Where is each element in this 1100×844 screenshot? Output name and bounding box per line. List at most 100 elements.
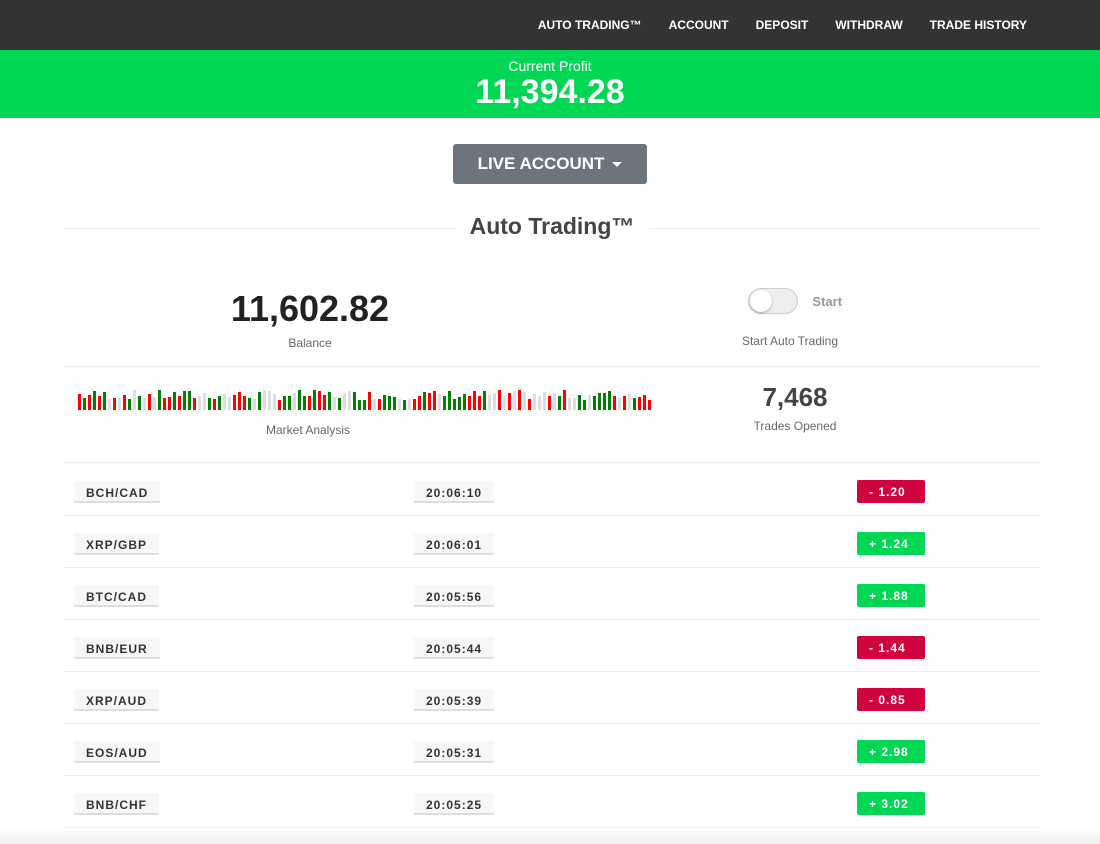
market-bar <box>203 393 206 410</box>
profit-banner: Current Profit 11,394.28 <box>0 50 1100 118</box>
market-bar <box>298 390 301 410</box>
market-bar <box>138 396 141 410</box>
market-bar <box>643 395 646 410</box>
market-analysis-bars <box>78 388 651 410</box>
market-bar <box>398 399 401 410</box>
market-bar <box>633 398 636 410</box>
market-bar <box>503 396 506 410</box>
market-bar <box>238 392 241 410</box>
market-bar <box>588 395 591 410</box>
market-bar <box>603 393 606 410</box>
market-bar <box>508 393 511 410</box>
market-bar <box>143 398 146 410</box>
market-bar <box>478 396 481 410</box>
market-bar <box>243 396 246 410</box>
nav-account[interactable]: ACCOUNT <box>668 18 729 32</box>
time-badge: 20:05:44 <box>414 637 495 659</box>
table-row: BNB/EUR 20:05:44 - 1.44 <box>64 620 1040 672</box>
time-badge: 20:05:39 <box>414 689 495 711</box>
time-badge: 20:06:01 <box>414 533 495 555</box>
market-bar <box>513 391 516 410</box>
market-bar <box>418 396 421 410</box>
market-bar <box>303 396 306 410</box>
market-bar <box>568 398 571 410</box>
toggle-caption: Start Auto Trading <box>741 334 839 348</box>
market-bar <box>293 393 296 410</box>
market-bar <box>218 396 221 410</box>
caret-down-icon <box>612 162 623 168</box>
market-bar <box>308 396 311 410</box>
market-bar <box>248 398 251 410</box>
market-bar <box>623 396 626 410</box>
market-bar <box>118 398 121 410</box>
trades-block: 7,468 Trades Opened <box>700 382 890 433</box>
market-bar <box>628 394 631 410</box>
balance-label: Balance <box>288 336 332 350</box>
auto-trading-toggle[interactable] <box>747 288 798 314</box>
market-bar <box>178 396 181 410</box>
market-bar <box>228 397 231 410</box>
market-bar <box>283 396 286 410</box>
trades-value: 7,468 <box>762 382 828 412</box>
market-bar <box>538 396 541 410</box>
market-bar <box>318 391 321 410</box>
account-dropdown-button[interactable]: LIVE ACCOUNT <box>453 144 647 184</box>
market-bar <box>493 393 496 410</box>
market-bar <box>483 391 486 410</box>
nav-trade-history[interactable]: TRADE HISTORY <box>929 18 1027 32</box>
pair-badge: BTC/CAD <box>74 585 159 607</box>
market-bar <box>153 397 156 410</box>
market-bar <box>413 399 416 410</box>
nav-deposit[interactable]: DEPOSIT <box>755 18 809 32</box>
market-bar <box>553 393 556 410</box>
change-badge: + 1.24 <box>857 532 925 555</box>
market-bar <box>258 392 261 410</box>
market-bar <box>518 390 521 410</box>
market-bar <box>93 391 96 410</box>
market-bar <box>618 398 621 410</box>
market-bar <box>273 394 276 410</box>
time-badge: 20:05:25 <box>414 793 495 815</box>
market-bar <box>168 397 171 410</box>
top-nav: AUTO TRADING™ ACCOUNT DEPOSIT WITHDRAW T… <box>0 0 1100 50</box>
table-row: EOS/AUD 20:05:31 + 2.98 <box>64 724 1040 776</box>
market-bar <box>583 400 586 410</box>
market-bar <box>188 391 191 410</box>
toggle-block: Start Start Auto Trading <box>700 288 890 348</box>
pair-badge: XRP/AUD <box>74 689 160 711</box>
market-analysis-label: Market Analysis <box>265 423 351 437</box>
market-bar <box>563 390 566 410</box>
market-bar <box>548 396 551 410</box>
market-bar <box>433 391 436 410</box>
market-bar <box>343 393 346 410</box>
pair-badge: BNB/CHF <box>74 793 159 815</box>
pair-badge: EOS/AUD <box>74 741 160 763</box>
table-row: BNB/CHF 20:05:25 + 3.02 <box>64 776 1040 828</box>
market-bar <box>468 396 471 410</box>
market-bar <box>453 399 456 410</box>
market-bar <box>113 398 116 410</box>
market-bar <box>638 397 641 410</box>
market-bar <box>103 392 106 410</box>
balance-block: 11,602.82 Balance <box>160 288 460 350</box>
change-badge: - 1.20 <box>857 480 925 503</box>
nav-withdraw[interactable]: WITHDRAW <box>835 18 903 32</box>
market-bar <box>253 399 256 410</box>
market-bar <box>473 391 476 410</box>
market-bar <box>393 397 396 410</box>
nav-auto-trading[interactable]: AUTO TRADING™ <box>537 18 642 32</box>
pair-badge: XRP/GBP <box>74 533 160 555</box>
market-bar <box>368 392 371 410</box>
market-bar <box>288 396 291 410</box>
market-bar <box>373 399 376 410</box>
market-bar <box>463 394 466 410</box>
market-bar <box>183 391 186 410</box>
table-row: XRP/AUD 20:05:39 - 0.85 <box>64 672 1040 724</box>
pair-badge: BNB/EUR <box>74 637 160 659</box>
market-bar <box>428 393 431 410</box>
market-bar <box>523 392 526 410</box>
market-bar <box>83 398 86 410</box>
market-bar <box>133 390 136 410</box>
market-bar <box>98 396 101 410</box>
market-bar <box>158 390 161 410</box>
